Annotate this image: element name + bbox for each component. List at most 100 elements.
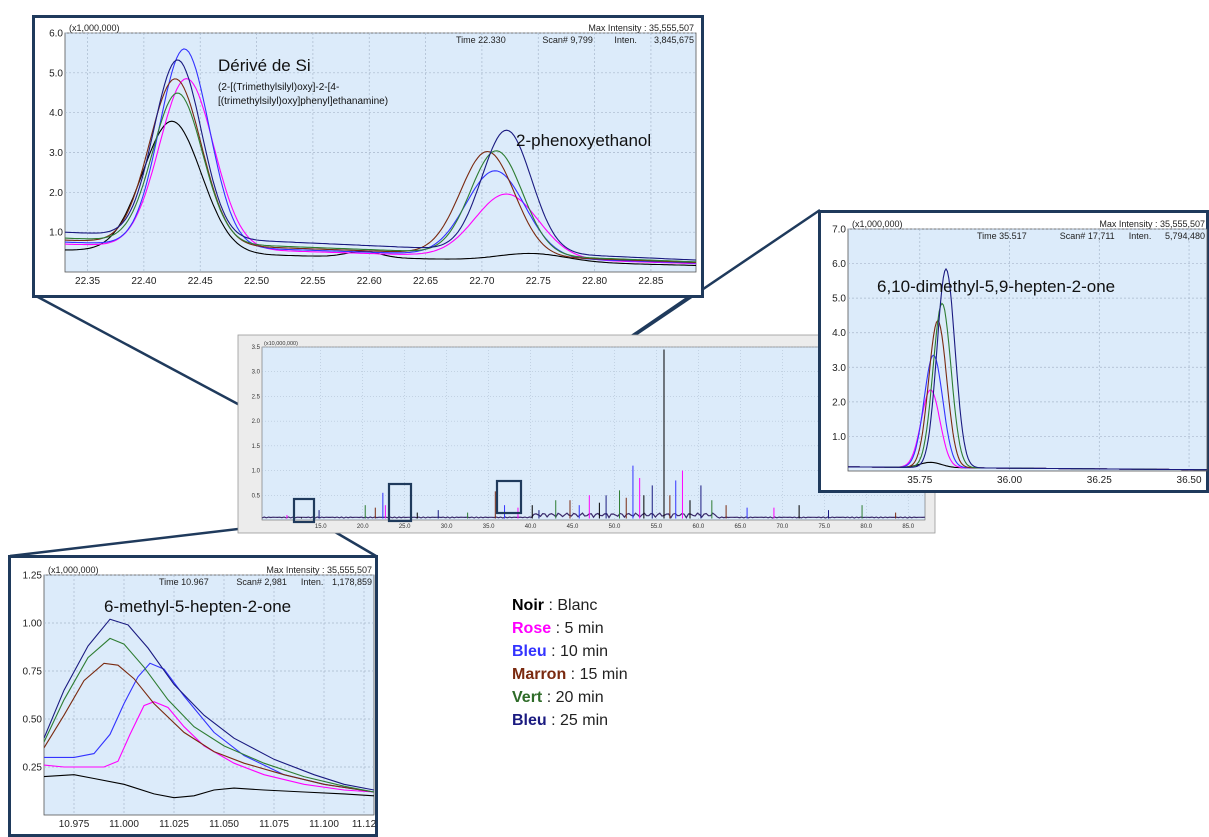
zoom-panel-22-min: 22.35 22.40 22.45 22.50 22.55 22.60 22.65 22.70… (32, 15, 704, 298)
overview-y-tick-0: 0.5 (252, 493, 261, 499)
legend-value-2: 10 min (560, 643, 609, 660)
header-inten: Inten. (614, 35, 637, 45)
legend-sep-0: : (544, 597, 558, 614)
header-inten-value: 1,178,859 (332, 577, 372, 587)
x-tick-label-8: 22.75 (526, 276, 551, 287)
y-tick-label-4: 5.0 (832, 294, 846, 305)
legend-row-1: Rose : 5 min (512, 617, 628, 640)
x-tick-label-1: 22.40 (131, 276, 156, 287)
overview-y-tick-6: 3.5 (252, 345, 261, 351)
series-line-2 (44, 662, 374, 793)
overview-y-tick-2: 1.5 (252, 444, 261, 450)
overview-x-tick-4: 35.0 (483, 524, 495, 530)
x-tick-label-5: 11.100 (309, 819, 339, 830)
series-group (848, 267, 1207, 471)
y-tick-label-1: 0.50 (23, 715, 43, 726)
plot-area (43, 574, 375, 816)
overview-x-tick-9: 60.0 (693, 524, 705, 530)
y-tick-label-4: 1.25 (23, 571, 43, 582)
legend-key-0: Noir (512, 597, 544, 614)
overview-x-tick-10: 65.0 (735, 524, 747, 530)
legend-key-5: Bleu (512, 712, 547, 729)
header-time: Time 35.517 (977, 231, 1027, 241)
x-tick-label-1: 36.00 (997, 475, 1022, 486)
max-intensity-label: Max Intensity : 35,555,507 (1099, 219, 1205, 229)
header-scan: Scan# 9,799 (542, 35, 593, 45)
peak-annotation-phenoxyethanol: 2-phenoxyethanol (516, 131, 651, 150)
x-tick-label-9: 22.80 (582, 276, 607, 287)
y-tick-label-5: 6.0 (49, 29, 63, 40)
legend-value-4: 20 min (555, 689, 604, 706)
legend-row-3: Marron : 15 min (512, 663, 628, 686)
peak-annotation-si-sub2: [(trimethylsilyl)oxy]phenyl]ethanamine) (218, 96, 388, 107)
legend-value-0: Blanc (557, 597, 598, 614)
header-time: Time 22.330 (456, 35, 506, 45)
header-time: Time 10.967 (159, 577, 209, 587)
overview-x-tick-12: 75.0 (818, 524, 830, 530)
series-line-1 (44, 701, 374, 793)
overview-y-tick-3: 2.0 (252, 419, 261, 425)
overview-y-tick-1: 1.0 (252, 469, 261, 475)
x-tick-label-0: 10.975 (59, 819, 90, 830)
x-tick-label-2: 22.45 (188, 276, 213, 287)
series-line-5 (44, 618, 374, 791)
overview-y-tick-5: 3.0 (252, 370, 261, 376)
plot-area (847, 228, 1208, 472)
peak-annotation-si-sub1: (2-[(Trimethylsilyl)oxy]-2-[4- (218, 82, 339, 93)
header-scan: Scan# 17,711 (1060, 231, 1115, 241)
color-legend: Noir : Blanc Rose : 5 min Bleu : 10 min … (512, 594, 628, 732)
peak-annotation-si-derivative: Dérivé de Si (218, 56, 311, 75)
y-tick-label-1: 2.0 (49, 188, 63, 199)
y-tick-label-6: 7.0 (832, 225, 846, 236)
overview-x-tick-2: 25.0 (399, 524, 411, 530)
x-tick-label-1: 11.000 (109, 819, 139, 830)
legend-sep-2: : (546, 643, 561, 660)
header-inten: Inten. (301, 577, 324, 587)
x-tick-label-3: 36.50 (1177, 475, 1202, 486)
legend-key-4: Vert (512, 689, 543, 706)
legend-value-3: 15 min (579, 666, 628, 683)
legend-key-3: Marron (512, 666, 567, 683)
legend-value-5: 25 min (560, 712, 609, 729)
max-intensity-label: Max Intensity : 35,555,507 (266, 565, 372, 575)
overview-x-tick-0: 15.0 (315, 524, 327, 530)
legend-row-0: Noir : Blanc (512, 594, 628, 617)
overview-x-tick-7: 50.0 (609, 524, 621, 530)
legend-sep-3: : (566, 666, 580, 683)
zoom-panel-36-min: 35.75 36.00 36.25 36.50 1.0 2.0 3.0 4.0 5.0 6.0 7.… (818, 210, 1209, 493)
legend-sep-1: : (551, 620, 565, 637)
legend-key-1: Rose (512, 620, 552, 637)
series-line-5 (65, 59, 696, 261)
peak-annotation-dimethyl-heptenone: 6,10-dimethyl-5,9-hepten-2-one (877, 277, 1115, 296)
x-tick-label-6: 22.65 (413, 276, 438, 287)
y-tick-label-0: 1.0 (832, 432, 846, 443)
x-tick-label-4: 11.075 (259, 819, 289, 830)
series-line-3 (65, 78, 696, 263)
x-tick-label-7: 22.70 (469, 276, 494, 287)
x-tick-label-10: 22.85 (638, 276, 663, 287)
overview-x-tick-8: 55.0 (651, 524, 663, 530)
zoom-panel-11-min: 10.975 11.000 11.025 11.050 11.075 11.100 11.1… (8, 555, 378, 837)
x-tick-label-3: 11.050 (209, 819, 239, 830)
overview-x-tick-14: 85.0 (902, 524, 914, 530)
y-multiplier-label: (x1,000,000) (852, 219, 903, 229)
overview-x-tick-5: 40.0 (525, 524, 537, 530)
series-line-0 (44, 774, 374, 799)
overview-x-tick-6: 45.0 (567, 524, 579, 530)
header-inten: Inten. (1129, 231, 1152, 241)
x-tick-label-6: 11.12 (352, 819, 377, 830)
y-tick-label-0: 1.0 (49, 228, 63, 239)
y-tick-label-3: 4.0 (832, 328, 846, 339)
y-tick-label-2: 0.75 (23, 667, 43, 678)
series-line-4 (44, 637, 374, 793)
x-tick-label-2: 11.025 (159, 819, 189, 830)
x-tick-label-4: 22.55 (300, 276, 325, 287)
x-tick-label-3: 22.50 (244, 276, 269, 287)
x-tick-label-2: 36.25 (1087, 475, 1112, 486)
y-tick-label-2: 3.0 (832, 363, 846, 374)
zoom-highlight-box-0 (292, 497, 316, 524)
header-scan: Scan# 2,981 (236, 577, 287, 587)
y-tick-label-5: 6.0 (832, 259, 846, 270)
y-tick-label-3: 4.0 (49, 108, 63, 119)
